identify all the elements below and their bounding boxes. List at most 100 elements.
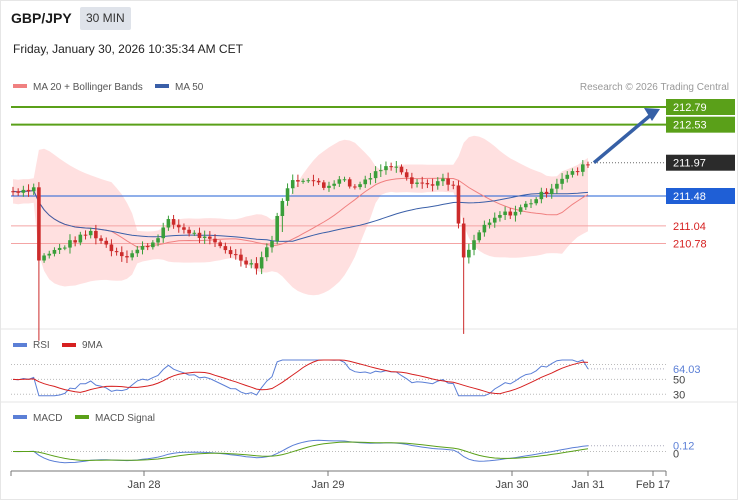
candle-body bbox=[456, 185, 461, 224]
candle-body bbox=[461, 223, 466, 258]
candle-body bbox=[140, 246, 145, 250]
time-axis-label: Jan 30 bbox=[495, 479, 528, 491]
candle-body bbox=[208, 236, 212, 239]
rsi-ma-legend-label: 9MA bbox=[82, 340, 103, 351]
candle-body bbox=[301, 180, 305, 182]
resistance-level-label: 212.79 bbox=[673, 102, 707, 114]
resistance-level-label: 212.53 bbox=[673, 120, 707, 132]
resistance-label-badge bbox=[666, 116, 735, 133]
candle-body bbox=[218, 242, 222, 247]
pivot-label-badge bbox=[666, 188, 735, 204]
candle-body bbox=[482, 224, 487, 233]
candle-body bbox=[539, 191, 544, 200]
candle-body bbox=[358, 184, 362, 188]
candle-body bbox=[233, 254, 238, 256]
macd-panel: 00.12 bbox=[11, 439, 694, 464]
candle-body bbox=[270, 241, 274, 248]
candle-body bbox=[249, 263, 254, 265]
candle-body bbox=[296, 180, 300, 182]
candle-body bbox=[389, 166, 393, 168]
candle-body bbox=[487, 222, 492, 225]
candle-body bbox=[441, 178, 445, 182]
candle-body bbox=[68, 240, 72, 248]
candle-body bbox=[21, 189, 26, 193]
candle-body bbox=[285, 188, 290, 201]
time-axis-label: Jan 28 bbox=[127, 479, 160, 491]
candle-body bbox=[322, 182, 326, 188]
candle-body bbox=[430, 184, 435, 186]
candle-body bbox=[353, 186, 357, 188]
candle-body bbox=[16, 191, 20, 193]
candle-body bbox=[290, 180, 295, 189]
candle-body bbox=[332, 183, 336, 186]
candle-body bbox=[47, 253, 52, 256]
rsi-ma-legend-swatch bbox=[62, 343, 76, 347]
candle-body bbox=[161, 227, 166, 239]
candle-body bbox=[202, 236, 207, 238]
chart-datetime: Friday, January 30, 2026 10:35:34 AM CET bbox=[13, 42, 243, 56]
candle-body bbox=[57, 247, 62, 250]
candle-body bbox=[368, 178, 373, 180]
price-chart: 212.79 212.53 211.48 211.04 210.78 211.97 bbox=[11, 99, 735, 341]
candle-body bbox=[529, 203, 533, 205]
candle-body bbox=[119, 252, 124, 257]
candle-body bbox=[213, 238, 217, 243]
candle-body bbox=[549, 188, 554, 195]
candle-body bbox=[565, 174, 570, 179]
candle-body bbox=[492, 217, 497, 223]
time-axis-ticks: Jan 28 Jan 29 Jan 30 Jan 31 Feb 17 bbox=[10, 471, 670, 491]
candle-body bbox=[570, 171, 575, 175]
symbol-title: GBP/JPY bbox=[11, 10, 72, 26]
candle-body bbox=[316, 180, 321, 183]
candle-body bbox=[581, 164, 585, 172]
candle-body bbox=[451, 184, 456, 186]
candle-body bbox=[446, 178, 450, 185]
candle-body bbox=[337, 179, 342, 184]
rsi-axis-tick: 30 bbox=[673, 389, 685, 401]
candle-body bbox=[114, 251, 119, 253]
candle-body bbox=[166, 219, 171, 228]
candle-body bbox=[498, 215, 502, 218]
candle-body bbox=[378, 170, 383, 172]
candle-body bbox=[171, 219, 176, 225]
candle-body bbox=[524, 203, 528, 208]
candle-body bbox=[63, 247, 67, 249]
candle-body bbox=[555, 183, 559, 189]
macd-signal-legend-label: MACD Signal bbox=[95, 413, 155, 424]
candle-body bbox=[104, 240, 109, 245]
candle-body bbox=[363, 179, 368, 185]
candle-body bbox=[145, 246, 150, 248]
candle-body bbox=[410, 177, 414, 184]
time-axis-label: Jan 31 bbox=[571, 479, 604, 491]
timeframe-button[interactable]: 30 MIN bbox=[80, 7, 131, 30]
candle-body bbox=[534, 199, 538, 204]
candle-body bbox=[254, 263, 259, 269]
candle-body bbox=[31, 187, 36, 192]
macd-legend-label: MACD bbox=[33, 413, 62, 424]
candle-body bbox=[197, 232, 202, 238]
macd-signal-legend-swatch bbox=[75, 415, 89, 419]
candle-body bbox=[394, 166, 399, 168]
candle-body bbox=[125, 256, 129, 258]
candle-body bbox=[472, 240, 476, 250]
resistance-label-badge bbox=[666, 99, 735, 115]
candle-body bbox=[182, 227, 186, 230]
rsi-legend-swatch bbox=[13, 343, 27, 347]
candle-body bbox=[399, 166, 404, 173]
candle-body bbox=[342, 179, 347, 181]
candle-body bbox=[37, 187, 41, 261]
candle-body bbox=[135, 249, 140, 254]
candle-body bbox=[435, 181, 440, 186]
candle-body bbox=[228, 250, 233, 255]
candle-body bbox=[347, 179, 352, 187]
candle-body bbox=[425, 183, 430, 185]
candle-body bbox=[42, 255, 46, 261]
candle-body bbox=[311, 180, 316, 182]
candle-body bbox=[518, 207, 523, 212]
candle-body bbox=[223, 246, 228, 251]
candle-body bbox=[109, 244, 114, 252]
candle-body bbox=[244, 260, 248, 265]
candle-body bbox=[575, 171, 580, 173]
